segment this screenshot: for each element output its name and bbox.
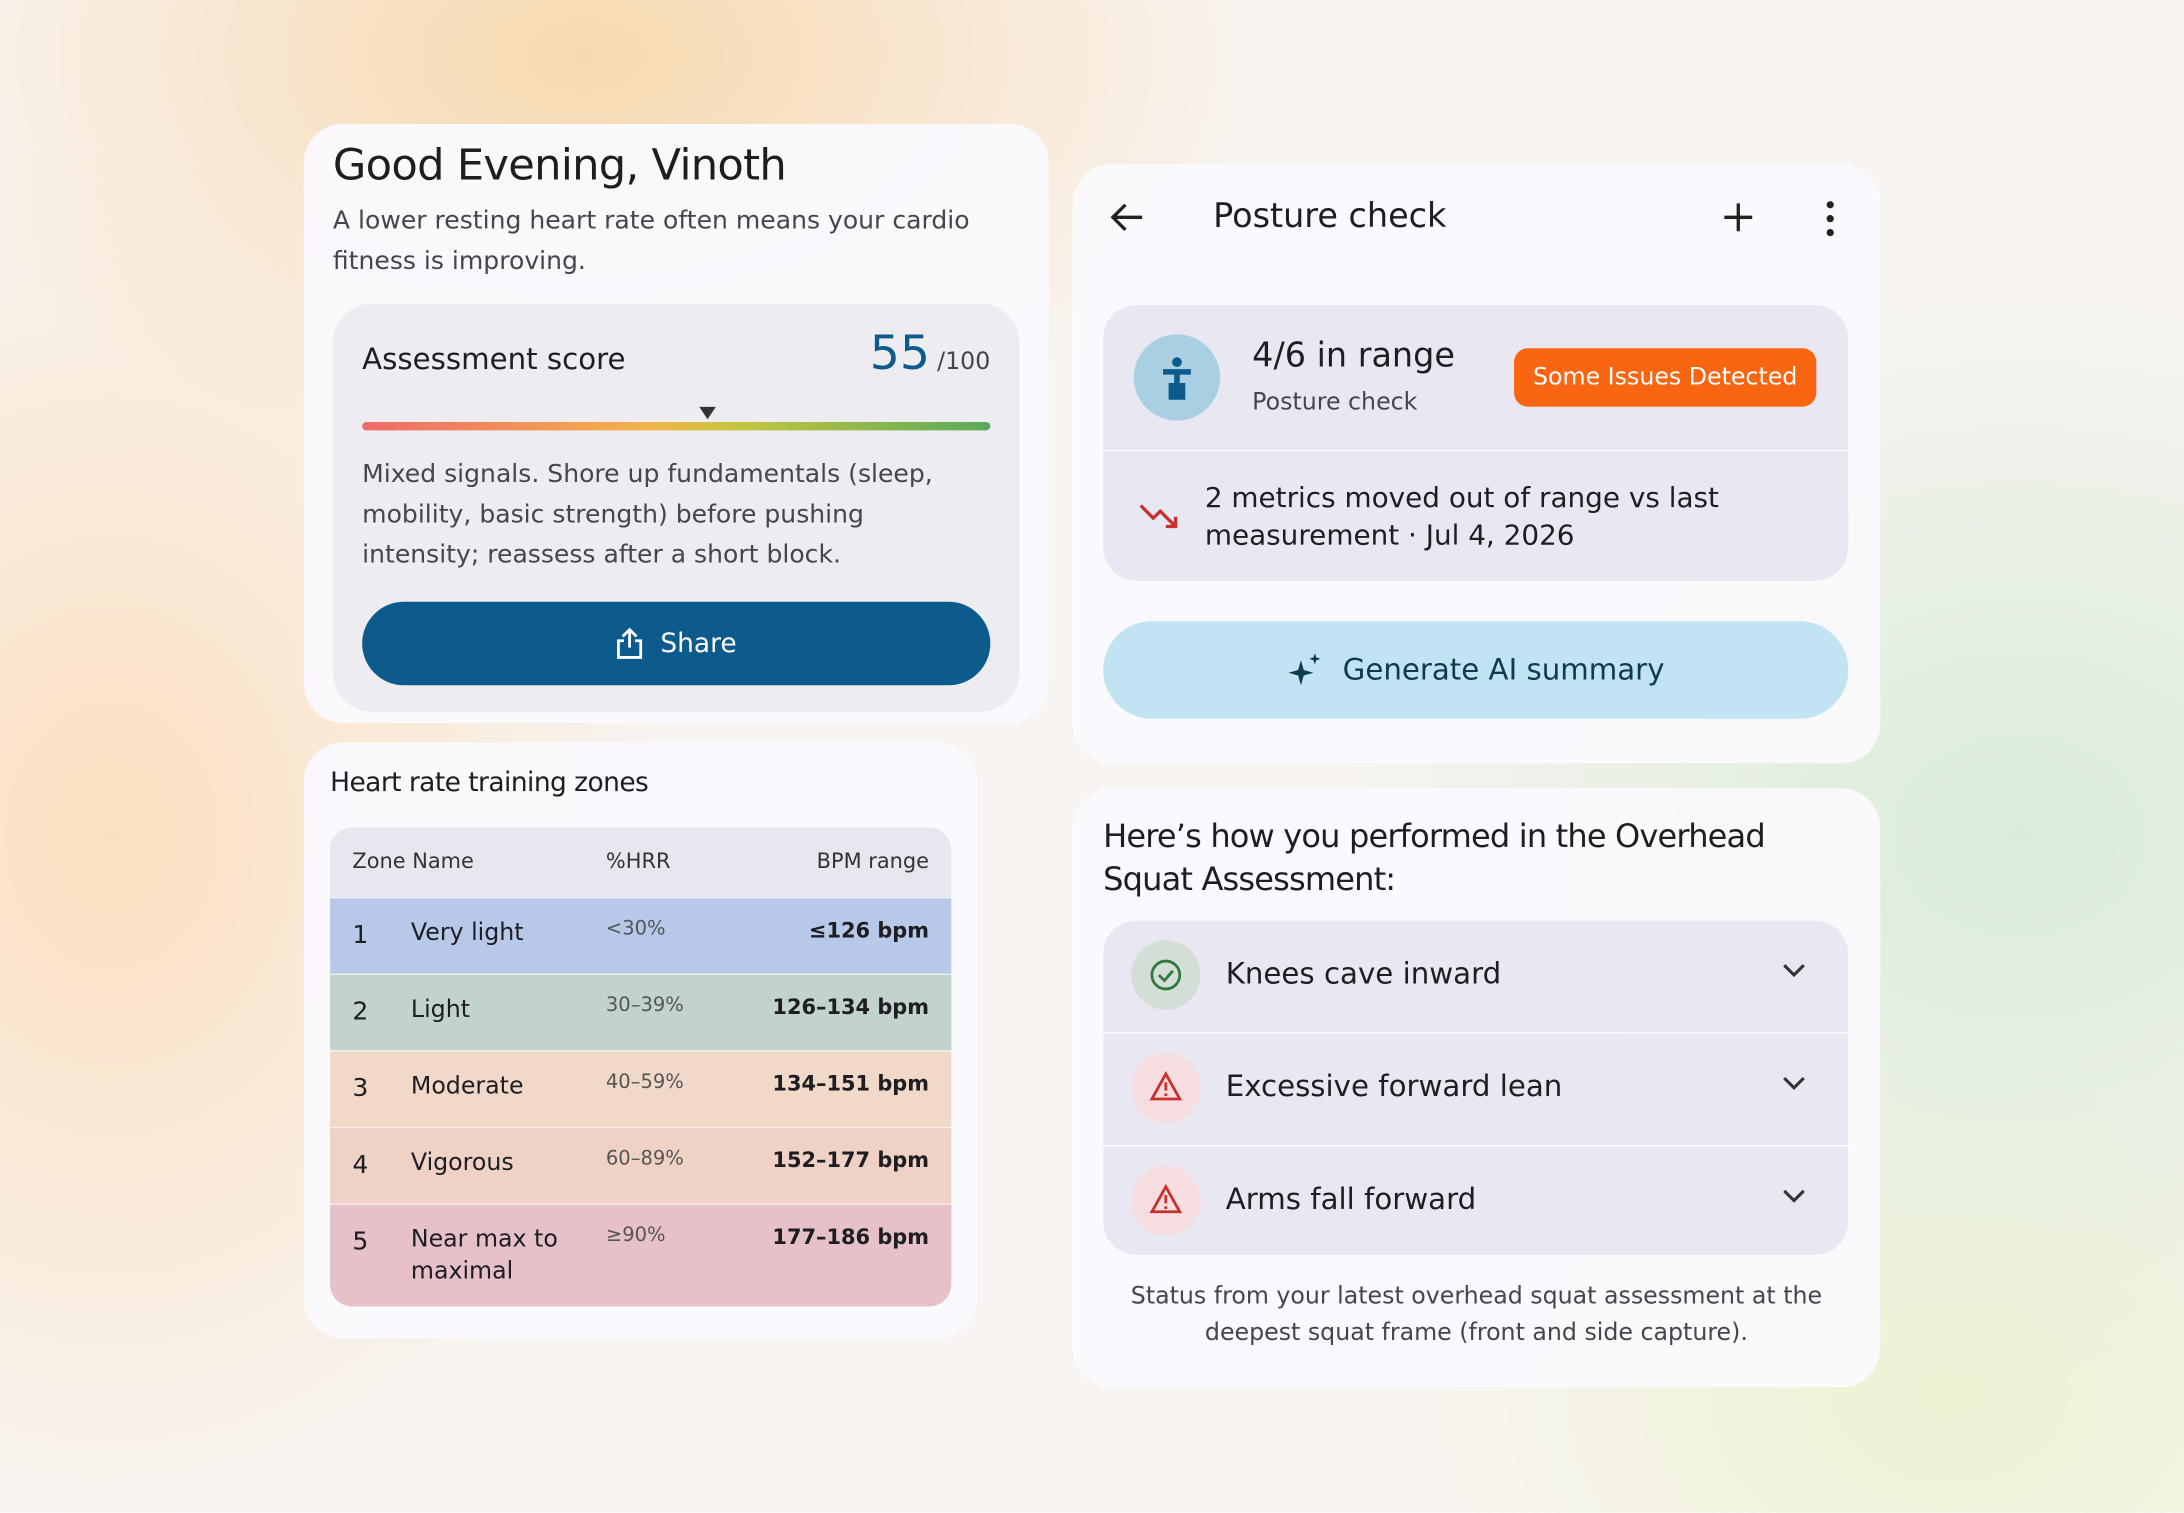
pass-icon [1131,940,1201,1010]
more-button[interactable] [1822,199,1839,238]
zone-number: 2 [352,997,369,1027]
posture-card: Posture check 4/6 in range Posture check… [1072,164,1881,764]
range-box: 4/6 in range Posture check Some Issues D… [1103,305,1849,450]
score-label: Assessment score [362,342,626,377]
item-label: Excessive forward lean [1225,1069,1563,1104]
zone-number: 1 [352,920,369,950]
warning-icon [1149,1183,1183,1214]
zone-hrr: 30–39% [605,994,684,1017]
chevron [1783,1189,1805,1203]
range-value: 4/6 in range [1252,335,1455,375]
zone-name: Moderate [410,1072,524,1101]
zone-name: Very light [410,919,524,948]
zone-row: 4 Vigorous 60–89% 152–177 bpm [330,1126,952,1205]
greeting-title: Good Evening, Vinoth [332,140,787,191]
check-icon [1150,959,1182,991]
squat-item[interactable]: Excessive forward lean [1103,1033,1849,1145]
squat-card: Here’s how you performed in the Overhead… [1072,788,1881,1388]
share-button[interactable]: Share [362,601,991,686]
column-header: Zone Name [352,848,474,874]
zone-name: Near max to maximal [410,1225,558,1286]
score-bar [362,422,991,431]
score: 55 /100 [870,326,991,382]
zone-name: Light [410,995,471,1024]
zone-row: 5 Near max to maximal ≥90% 177–186 bpm [330,1203,952,1307]
zones-table: Zone Name %HRR BPM range 1 Very light <30%… [330,827,952,1307]
note-text: 2 metrics moved out of range vs last mea… [1204,480,1719,552]
squat-item[interactable]: Knees cave inward [1103,920,1849,1033]
zone-row: 1 Very light <30% ≤126 bpm [330,897,952,976]
score-max: /100 [937,348,991,377]
zone-hrr: 40–59% [605,1071,684,1094]
item-label: Knees cave inward [1225,956,1502,991]
share-icon [617,627,643,659]
share-label: Share [660,628,737,659]
chevron [1783,964,1805,978]
add-button[interactable] [1723,202,1754,233]
zones-title: Heart rate training zones [330,767,649,799]
squat-item[interactable]: Arms fall forward [1103,1146,1849,1255]
posture-title: Posture check [1213,196,1447,236]
squat-footer: Status from your latest overhead squat a… [1130,1282,1823,1347]
zone-hrr: <30% [605,917,666,941]
zone-number: 5 [352,1227,369,1257]
greeting-subtitle: A lower resting heart rate often means y… [332,206,970,276]
person-icon [1163,357,1191,400]
squat-title: Here’s how you performed in the Overhead… [1103,819,1766,899]
zone-hrr: ≥90% [605,1224,666,1247]
sparkle-icon [1288,653,1321,686]
score-text: Mixed signals. Shore up fundamentals (sl… [362,459,933,570]
posture-icon [1133,334,1221,421]
zone-row: 2 Light 30–39% 126–134 bpm [330,973,952,1052]
score-box: Assessment score 55 /100 Mixed signals. … [332,303,1020,712]
score-value: 55 [869,325,931,382]
zones-card: Heart rate training zones Zone Name %HRR… [303,742,978,1339]
zone-row: 3 Moderate 40–59% 134–151 bpm [330,1050,952,1129]
squat-list: Knees cave inward Excessive forward lean… [1103,920,1849,1255]
zone-bpm: 152–177 bpm [772,1147,930,1173]
zone-bpm: 126–134 bpm [772,994,930,1020]
ai-label: Generate AI summary [1342,653,1665,687]
ai-button[interactable]: Generate AI summary [1103,621,1849,719]
item-label: Arms fall forward [1225,1182,1477,1216]
zone-number: 4 [352,1150,369,1180]
greeting-card: Good Evening, Vinoth A lower resting hea… [303,123,1049,723]
warn-icon [1131,1165,1201,1236]
trend-icon [1139,504,1178,529]
note-box: 2 metrics moved out of range vs last mea… [1103,451,1849,581]
warning-icon [1149,1071,1183,1101]
status-badge: Some Issues Detected [1514,348,1817,407]
zone-number: 3 [352,1073,369,1104]
zone-bpm: 134–151 bpm [772,1071,930,1097]
zone-bpm: 177–186 bpm [772,1224,930,1250]
range-sub: Posture check [1252,388,1418,417]
zone-bpm: ≤126 bpm [808,917,930,943]
back-button[interactable] [1109,201,1145,234]
warn-icon [1131,1053,1201,1123]
column-header: BPM range [816,848,930,874]
zone-hrr: 60–89% [605,1147,684,1171]
chevron [1783,1076,1805,1090]
column-header: %HRR [605,848,671,874]
score-marker [699,406,716,420]
zone-name: Vigorous [410,1149,514,1177]
